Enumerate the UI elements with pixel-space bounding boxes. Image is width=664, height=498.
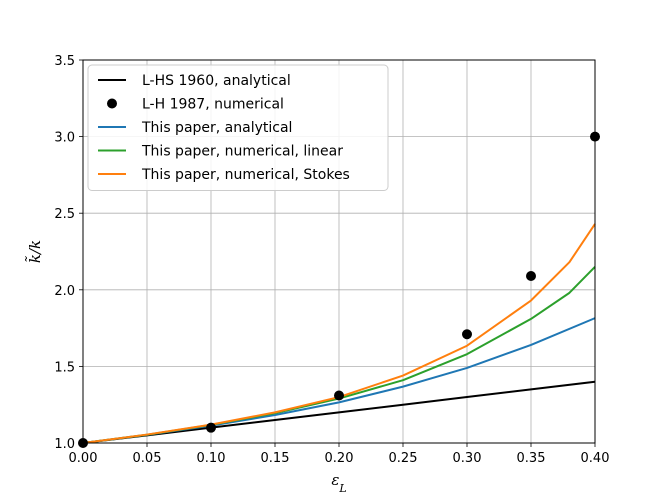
x-tick-label: 0.20: [325, 451, 354, 466]
ticks: 0.00 0.05 0.10 0.15 0.20 0.25 0.30 0.35 0.40 1.0 1…: [54, 54, 609, 466]
legend-swatch: [107, 98, 117, 109]
scatter-point: [462, 329, 472, 340]
x-tick-label: 0.10: [197, 451, 226, 466]
legend-label: This paper, numerical, Stokes: [141, 167, 350, 183]
legend-label: This paper, analytical: [141, 120, 292, 136]
y-tick-label: 3.0: [54, 131, 75, 146]
y-axis-label: k̃/k: [25, 240, 44, 263]
x-tick-label: 0.00: [69, 451, 98, 466]
x-tick-label: 0.15: [261, 451, 290, 466]
scatter-point: [526, 271, 536, 282]
scatter-point: [206, 422, 216, 433]
x-tick-label: 0.30: [453, 451, 482, 466]
x-tick-label: 0.05: [133, 451, 162, 466]
y-tick-label: 1.5: [54, 360, 75, 375]
x-tick-label: 0.35: [517, 451, 546, 466]
series-layer: [78, 131, 600, 448]
legend: L-HS 1960, analytical L-H 1987, numerical…: [87, 64, 389, 191]
x-axis-label: εL: [331, 471, 346, 495]
y-tick-label: 2.0: [54, 284, 75, 299]
x-tick-label: 0.40: [581, 451, 610, 466]
legend-label: L-H 1987, numerical: [142, 97, 284, 113]
legend-box: [87, 64, 389, 191]
scatter-point: [334, 390, 344, 401]
x-tick-label: 0.25: [389, 451, 418, 466]
y-tick-label: 1.0: [54, 437, 75, 452]
legend-label: This paper, numerical, linear: [141, 144, 343, 160]
legend-label: L-HS 1960, analytical: [142, 73, 291, 89]
y-tick-label: 3.5: [54, 54, 75, 69]
series-line-4: [82, 223, 596, 444]
y-tick-label: 2.5: [54, 207, 75, 222]
